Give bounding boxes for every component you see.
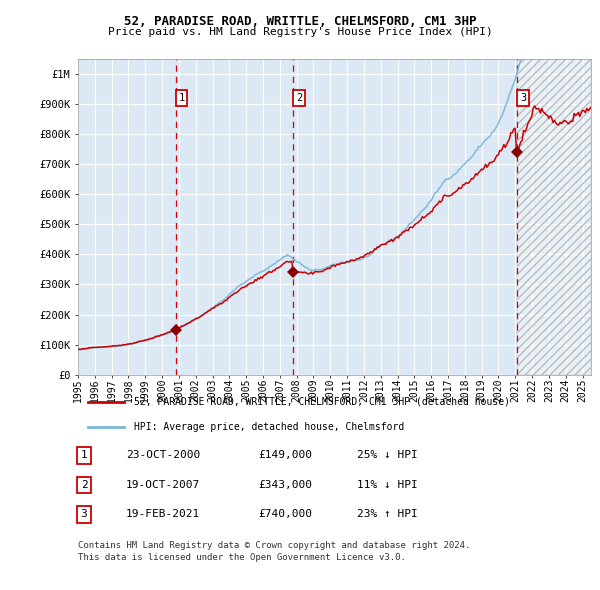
Text: 2: 2 xyxy=(80,480,88,490)
Text: 3: 3 xyxy=(80,510,88,519)
Text: Contains HM Land Registry data © Crown copyright and database right 2024.: Contains HM Land Registry data © Crown c… xyxy=(78,542,470,550)
Text: 52, PARADISE ROAD, WRITTLE, CHELMSFORD, CM1 3HP: 52, PARADISE ROAD, WRITTLE, CHELMSFORD, … xyxy=(124,15,476,28)
Text: This data is licensed under the Open Government Licence v3.0.: This data is licensed under the Open Gov… xyxy=(78,553,406,562)
Text: 23% ↑ HPI: 23% ↑ HPI xyxy=(357,510,418,519)
Text: 52, PARADISE ROAD, WRITTLE, CHELMSFORD, CM1 3HP (detached house): 52, PARADISE ROAD, WRITTLE, CHELMSFORD, … xyxy=(134,397,511,407)
Text: £740,000: £740,000 xyxy=(258,510,312,519)
Text: 23-OCT-2000: 23-OCT-2000 xyxy=(126,451,200,460)
Text: 2: 2 xyxy=(296,93,302,103)
Text: 11% ↓ HPI: 11% ↓ HPI xyxy=(357,480,418,490)
Text: 25% ↓ HPI: 25% ↓ HPI xyxy=(357,451,418,460)
Text: 1: 1 xyxy=(178,93,184,103)
Text: 1: 1 xyxy=(80,451,88,460)
Text: £343,000: £343,000 xyxy=(258,480,312,490)
Text: 19-FEB-2021: 19-FEB-2021 xyxy=(126,510,200,519)
Text: 3: 3 xyxy=(520,93,526,103)
Text: Price paid vs. HM Land Registry's House Price Index (HPI): Price paid vs. HM Land Registry's House … xyxy=(107,27,493,37)
Text: 19-OCT-2007: 19-OCT-2007 xyxy=(126,480,200,490)
Text: £149,000: £149,000 xyxy=(258,451,312,460)
Text: HPI: Average price, detached house, Chelmsford: HPI: Average price, detached house, Chel… xyxy=(134,422,404,432)
